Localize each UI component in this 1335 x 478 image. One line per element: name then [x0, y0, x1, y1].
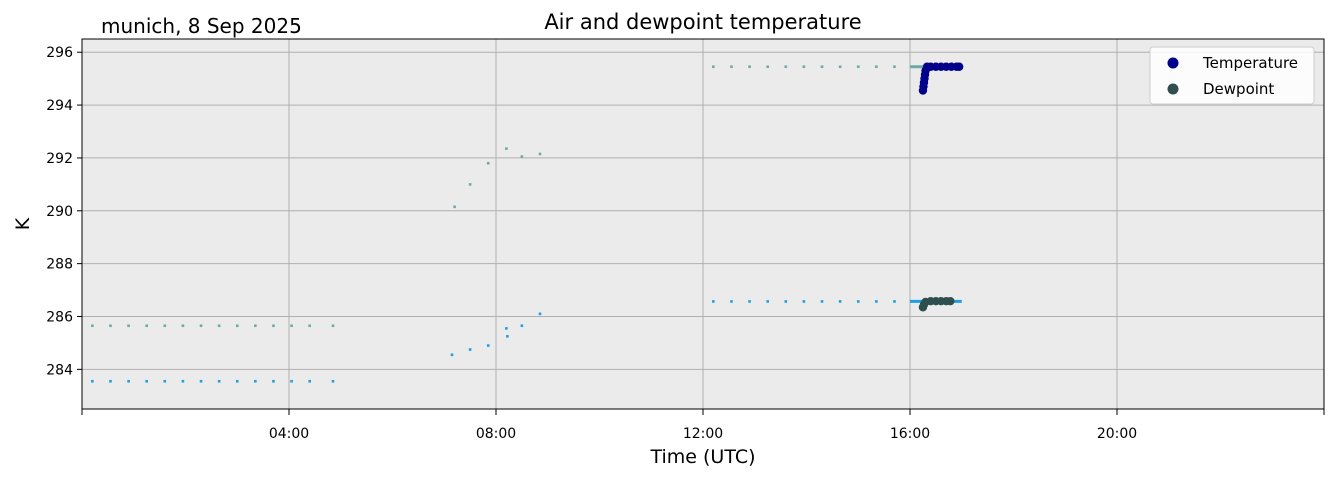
context-point: [820, 65, 824, 69]
context-point: [91, 379, 94, 383]
context-point: [505, 147, 508, 150]
context-point: [91, 324, 94, 328]
x-tick-label: 04:00: [269, 426, 309, 442]
legend-label-dewpoint: Dewpoint: [1203, 80, 1274, 98]
context-point: [712, 65, 715, 69]
context-point: [109, 324, 112, 328]
context-point: [468, 183, 472, 186]
chart-title: Air and dewpoint temperature: [544, 10, 861, 34]
y-axis-label: K: [12, 217, 34, 230]
y-tick-label: 296: [46, 45, 73, 61]
x-tick-label: 12:00: [683, 426, 723, 442]
context-point: [453, 205, 456, 209]
context-point: [520, 324, 524, 328]
context-point: [838, 300, 842, 303]
chart-subtitle: munich, 8 Sep 2025: [101, 14, 302, 38]
context-point: [217, 379, 221, 383]
x-tick-label: 16:00: [890, 426, 930, 442]
context-point: [486, 344, 490, 347]
context-point: [748, 65, 751, 69]
context-point: [538, 312, 542, 316]
context-point: [331, 324, 335, 328]
context-point: [199, 379, 203, 383]
context-point: [766, 65, 769, 69]
context-point: [730, 65, 733, 69]
context-point: [163, 324, 167, 328]
context-point: [712, 300, 715, 303]
x-axis-ticks: 04:00 08:00 12:00 16:00 20:00: [81, 409, 1325, 442]
context-point: [893, 65, 896, 69]
context-point: [290, 324, 293, 328]
context-point: [290, 379, 293, 383]
context-point: [127, 324, 130, 328]
context-point: [308, 379, 311, 383]
context-point: [181, 324, 185, 328]
legend-marker-dewpoint: [1167, 83, 1179, 95]
context-point: [875, 65, 878, 69]
y-tick-label: 290: [46, 204, 73, 220]
grid: [82, 39, 1324, 409]
x-axis-label: Time (UTC): [649, 446, 755, 468]
context-point: [468, 348, 472, 351]
context-point: [127, 379, 130, 383]
y-tick-label: 288: [46, 257, 73, 273]
context-point: [730, 300, 733, 303]
y-tick-label: 292: [46, 151, 73, 167]
context-point: [235, 324, 239, 328]
context-point: [505, 327, 508, 330]
legend-box: [1149, 46, 1315, 105]
y-axis-ticks: 284 286 288 290 292 294 296: [46, 45, 82, 378]
context-point: [820, 300, 824, 303]
context-point: [856, 300, 860, 303]
context-point: [308, 324, 311, 328]
x-tick-label: 08:00: [476, 426, 516, 442]
context-point: [893, 300, 896, 303]
x-tick-label: 20:00: [1097, 426, 1137, 442]
y-tick-label: 284: [46, 362, 73, 378]
y-tick-label: 294: [46, 98, 73, 114]
context-point: [506, 335, 509, 338]
context-point: [331, 379, 335, 383]
context-point: [254, 379, 257, 383]
context-point: [784, 300, 788, 303]
legend: Temperature Dewpoint: [1149, 46, 1315, 105]
context-point: [838, 65, 842, 69]
context-point: [272, 324, 275, 328]
context-point: [217, 324, 221, 328]
legend-label-temperature: Temperature: [1202, 54, 1298, 72]
context-point: [163, 379, 167, 383]
data-series: [918, 62, 964, 312]
context-point: [235, 379, 239, 383]
context-point: [538, 152, 542, 156]
context-point: [748, 300, 751, 303]
context-point: [766, 300, 769, 303]
context-point: [802, 300, 806, 303]
context-point: [199, 324, 203, 328]
legend-marker-temperature: [1167, 57, 1179, 69]
dewpoint-point: [946, 296, 955, 306]
context-point: [145, 379, 148, 383]
temperature-point: [954, 62, 964, 71]
context-point: [802, 65, 806, 69]
context-point: [181, 379, 185, 383]
context-point: [272, 379, 275, 383]
context-point: [109, 379, 112, 383]
context-point: [145, 324, 148, 328]
context-point: [856, 65, 860, 69]
context-point: [520, 155, 524, 158]
y-tick-label: 286: [46, 310, 73, 326]
context-point: [784, 65, 788, 69]
context-point: [875, 300, 878, 303]
context-point: [486, 161, 490, 165]
context-point: [450, 353, 454, 357]
context-point: [254, 324, 257, 328]
